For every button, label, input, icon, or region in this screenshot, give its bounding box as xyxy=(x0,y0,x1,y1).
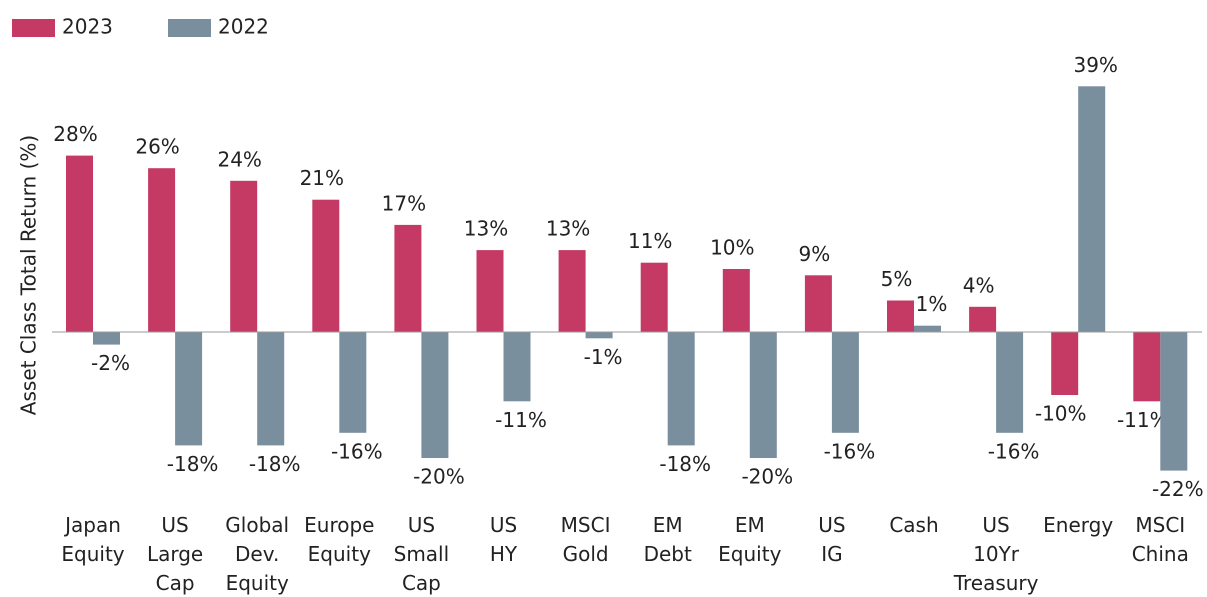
bar xyxy=(476,250,504,332)
bar xyxy=(887,300,914,332)
value-label: -18% xyxy=(167,452,219,476)
x-tick-label: Europe Equity xyxy=(304,513,374,566)
bar xyxy=(640,262,668,332)
bar xyxy=(804,275,832,332)
x-tick-label: Cash xyxy=(889,513,938,537)
bar xyxy=(175,332,203,446)
bar xyxy=(996,332,1024,433)
value-label: -18% xyxy=(659,452,711,476)
bar xyxy=(503,332,531,402)
value-label: -20% xyxy=(741,465,793,489)
value-label: 11% xyxy=(628,229,672,253)
bar xyxy=(230,180,258,332)
legend-label: 2022 xyxy=(218,15,269,39)
value-label: 10% xyxy=(710,236,754,260)
value-label: 24% xyxy=(217,147,261,171)
value-label: -11% xyxy=(1117,408,1169,432)
value-label: -16% xyxy=(988,439,1040,463)
value-label: 13% xyxy=(546,217,590,241)
bar xyxy=(93,332,120,345)
y-axis-label: Asset Class Total Return (%) xyxy=(17,135,41,415)
value-label: -16% xyxy=(331,439,383,463)
value-label: 1% xyxy=(916,292,948,316)
x-tick-label: Global Dev. Equity xyxy=(225,513,289,595)
x-tick-label: US IG xyxy=(818,513,845,566)
bar xyxy=(1160,332,1188,471)
value-label: 21% xyxy=(300,166,344,190)
bar xyxy=(558,250,586,332)
value-label: 17% xyxy=(382,191,426,215)
value-label: 39% xyxy=(1073,53,1117,77)
value-label: 28% xyxy=(53,122,97,146)
bar xyxy=(831,332,859,433)
value-label: -2% xyxy=(91,351,130,375)
value-label: 26% xyxy=(135,135,179,159)
value-label: -1% xyxy=(584,345,623,369)
bar xyxy=(66,155,93,332)
value-label: -10% xyxy=(1035,402,1087,426)
bar xyxy=(969,306,997,332)
value-label: -16% xyxy=(824,439,876,463)
legend-label: 2023 xyxy=(62,15,113,39)
x-tick-label: MSCI Gold xyxy=(561,513,611,566)
x-tick-label: US 10Yr Treasury xyxy=(953,513,1039,595)
value-label: -11% xyxy=(495,408,547,432)
bar xyxy=(1051,332,1079,395)
bar xyxy=(585,332,613,339)
bar xyxy=(312,199,340,332)
x-tick-label: US Large Cap xyxy=(147,513,203,595)
value-label: -22% xyxy=(1152,477,1204,501)
bar xyxy=(749,332,777,458)
bar xyxy=(394,224,422,332)
x-tick-label: US Small Cap xyxy=(394,513,450,595)
x-tick-label: US HY xyxy=(490,513,518,566)
value-label: -20% xyxy=(413,465,465,489)
bar xyxy=(257,332,285,446)
legend-swatch xyxy=(168,19,211,37)
x-tick-label: MSCI China xyxy=(1132,513,1189,566)
value-label: -18% xyxy=(249,452,301,476)
bar xyxy=(339,332,367,433)
x-tick-label: Energy xyxy=(1043,513,1113,537)
bar xyxy=(914,325,941,332)
legend-swatch xyxy=(12,19,55,37)
bar xyxy=(667,332,695,446)
bar xyxy=(148,168,176,332)
value-label: 9% xyxy=(799,242,831,266)
bar xyxy=(1133,332,1161,402)
x-tick-label: Japan Equity xyxy=(61,513,124,566)
bar xyxy=(421,332,449,458)
x-tick-label: EM Equity xyxy=(718,513,781,566)
value-label: 5% xyxy=(881,267,913,291)
bar xyxy=(722,269,750,332)
value-label: 13% xyxy=(464,217,508,241)
x-tick-label: EM Debt xyxy=(644,513,692,566)
value-label: 4% xyxy=(963,273,995,297)
bar xyxy=(1078,86,1106,332)
